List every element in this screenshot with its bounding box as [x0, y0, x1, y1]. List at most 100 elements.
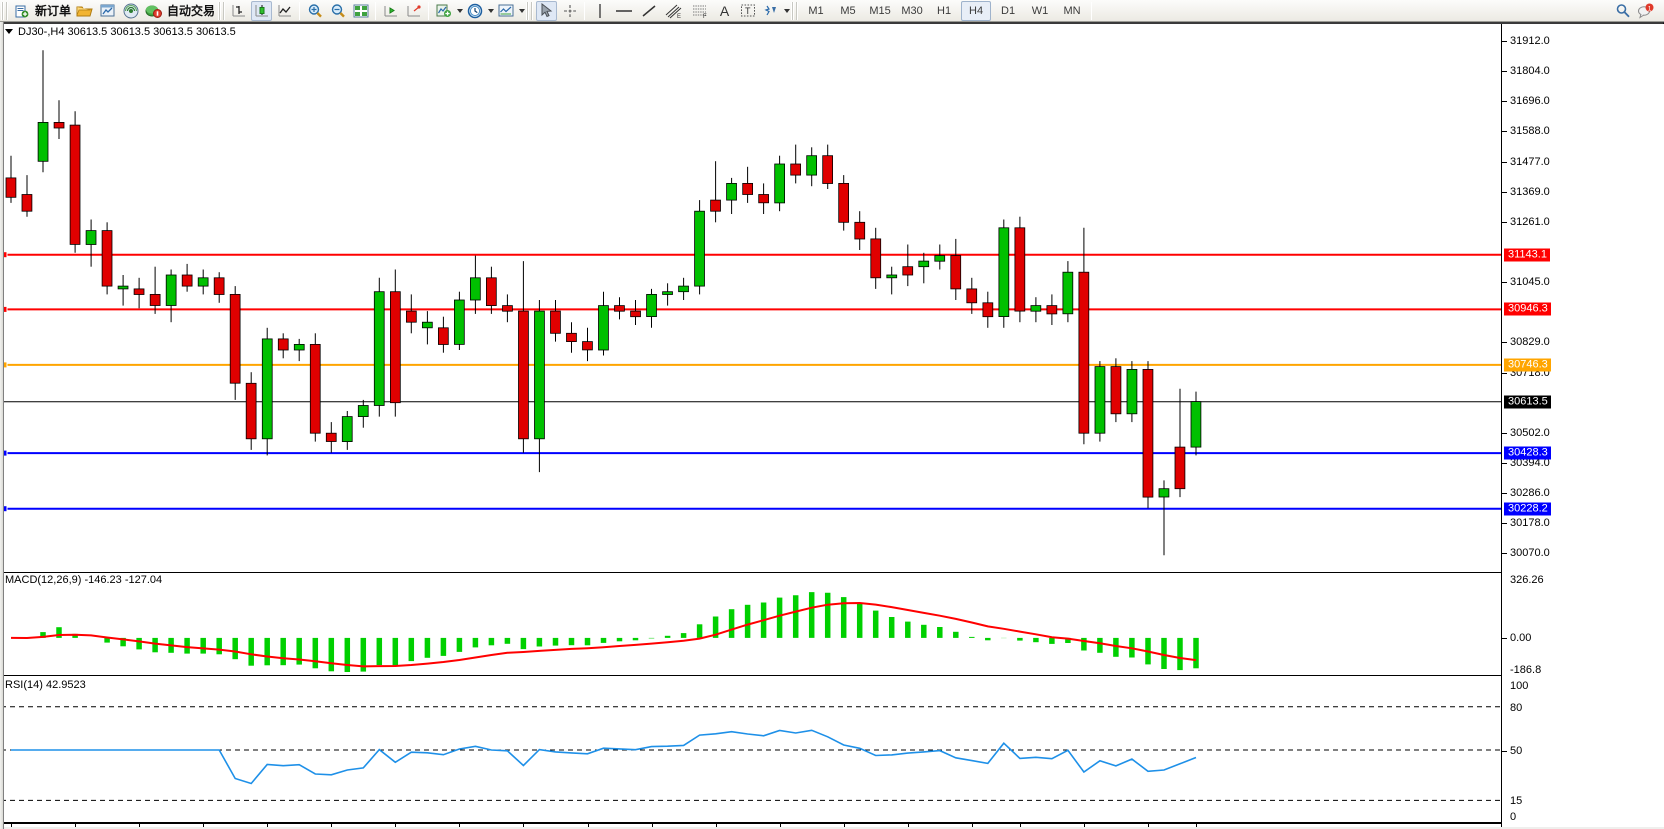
svg-text:E: E [677, 14, 681, 19]
timeframe-h4[interactable]: H4 [961, 0, 992, 21]
macd-tick-label: 326.26 [1510, 574, 1544, 586]
line-chart-icon[interactable] [274, 1, 295, 21]
price-level-badge[interactable]: 30428.3 [1504, 446, 1551, 460]
toolbar-grip[interactable] [1, 1, 8, 20]
period-dropdown-icon[interactable] [488, 8, 495, 13]
price-tick-label: 31261.0 [1510, 216, 1550, 228]
add-indicator-dropdown-icon[interactable] [457, 8, 464, 13]
status-strip [0, 827, 1664, 829]
macd-pane[interactable]: MACD(12,26,9) -146.23 -127.04 [1, 572, 1501, 676]
price-tick-label: 31369.0 [1510, 186, 1550, 198]
text-label-icon[interactable]: T [737, 1, 758, 21]
price-tick-label: 31804.0 [1510, 65, 1550, 78]
grid-icon[interactable] [350, 1, 371, 21]
price-tick-label: 30829.0 [1510, 335, 1550, 348]
price-level-badge[interactable]: 30613.5 [1504, 395, 1551, 409]
new-order-icon[interactable] [11, 1, 32, 21]
autotrade-label[interactable]: 自动交易 [167, 4, 216, 18]
price-tick-label: 31912.0 [1510, 35, 1550, 48]
toolbar-separator [299, 1, 301, 20]
timeframe-m30[interactable]: M30 [901, 4, 923, 17]
trendline-icon[interactable] [638, 1, 660, 21]
alerts-icon[interactable]: 1 [1635, 1, 1657, 21]
rsi-tick-label: 0 [1510, 811, 1517, 823]
cursor-icon[interactable] [536, 0, 558, 21]
shift-icon[interactable] [380, 1, 401, 21]
new-order-label[interactable]: 新订单 [35, 4, 72, 18]
timeframe-d1[interactable]: D1 [1001, 4, 1016, 17]
main-toolbar: 新订单 自动交易 [0, 0, 1664, 22]
timeframe-h1[interactable]: H1 [937, 4, 952, 17]
candlestick-icon[interactable] [251, 0, 273, 21]
symbol-ohlc-label: DJ30-,H4 30613.5 30613.5 30613.5 30613.5 [18, 25, 236, 38]
price-tick-label: 31588.0 [1510, 125, 1550, 138]
timeframe-m15[interactable]: M15 [869, 4, 891, 17]
chart-symbol-header: DJ30-,H4 30613.5 30613.5 30613.5 30613.5 [1, 24, 236, 39]
rsi-title: RSI(14) 42.9523 [5, 679, 86, 691]
toolbar-grip-2[interactable] [218, 1, 226, 20]
add-indicator-icon[interactable] [433, 1, 454, 21]
toolbar-separator-4 [584, 1, 586, 20]
price-level-badge[interactable]: 30746.3 [1504, 358, 1551, 372]
price-pane[interactable] [1, 26, 1501, 570]
objects-dropdown-icon[interactable] [784, 8, 791, 13]
price-tick-label: 31477.0 [1510, 156, 1550, 169]
toolbar-separator-3 [428, 1, 430, 20]
templates-dropdown-icon[interactable] [519, 8, 526, 13]
rsi-pane[interactable]: RSI(14) 42.9523 [1, 678, 1501, 823]
rsi-tick-label: 50 [1510, 745, 1523, 757]
toolbar-grip-4[interactable] [791, 1, 799, 20]
left-rail[interactable] [0, 22, 4, 829]
data-window-icon[interactable] [97, 1, 118, 21]
zoom-in-icon[interactable] [304, 1, 325, 21]
toolbar-separator-5 [1091, 1, 1093, 20]
equidistant-channel-icon[interactable]: E [662, 1, 686, 21]
timeframe-m1[interactable]: M1 [808, 4, 824, 17]
price-tick-label: 30178.0 [1510, 516, 1550, 529]
zoom-out-icon[interactable] [327, 1, 348, 21]
svg-text:1: 1 [1648, 5, 1652, 12]
price-axis[interactable]: 31912.0 31804.0 31696.0 31588.0 31477.0 31369… [1501, 24, 1664, 829]
timeframe-w1[interactable]: W1 [1031, 4, 1049, 17]
candlestick-chart [1, 50, 1501, 556]
price-level-badge[interactable]: 31143.1 [1504, 248, 1550, 262]
toolbar-separator-2 [375, 1, 377, 20]
timeframe-m5[interactable]: M5 [840, 4, 856, 17]
macd-title: MACD(12,26,9) -146.23 -127.04 [5, 574, 163, 586]
crosshair-icon[interactable] [559, 1, 580, 21]
objects-icon[interactable] [760, 1, 781, 21]
toolbar-right-group: 1 [1611, 1, 1664, 21]
price-level-badge[interactable]: 30228.2 [1504, 502, 1551, 516]
text-icon[interactable]: A [719, 2, 730, 19]
rsi-tick-label: 15 [1510, 795, 1523, 808]
hline-icon[interactable] [612, 1, 636, 21]
chart-menu-icon[interactable] [5, 29, 13, 34]
period-icon[interactable] [464, 1, 485, 21]
macd-tick-label: -186.8 [1510, 664, 1542, 676]
vline-icon[interactable] [589, 1, 610, 21]
autotrade-icon[interactable] [143, 1, 164, 21]
timeframe-mn[interactable]: MN [1063, 4, 1081, 17]
fibonacci-icon[interactable]: F [688, 1, 712, 21]
folder-icon[interactable] [74, 1, 95, 21]
bar-chart-icon[interactable] [228, 1, 249, 21]
search-icon[interactable] [1612, 1, 1633, 21]
price-level-badge[interactable]: 30946.3 [1504, 302, 1551, 316]
svg-text:T: T [745, 6, 751, 16]
price-tick-label: 30070.0 [1510, 546, 1550, 559]
time-axis[interactable]: 28 Jun 202228 Jun 16:0029 Jun 08:0030 Ju… [1, 823, 1501, 829]
price-tick-label: 31696.0 [1510, 95, 1550, 108]
templates-icon[interactable] [495, 1, 516, 21]
chart-window[interactable]: DJ30-,H4 30613.5 30613.5 30613.5 30613.5… [0, 22, 1664, 829]
macd-tick-label: 0.00 [1510, 631, 1532, 644]
price-tick-label: 31045.0 [1510, 276, 1550, 288]
rsi-chart [1, 706, 1501, 801]
autoscroll-icon[interactable] [403, 1, 424, 21]
svg-text:F: F [703, 14, 707, 19]
toolbar-grip-3[interactable] [526, 1, 534, 20]
signal-icon[interactable] [120, 1, 141, 21]
price-tick-label: 30502.0 [1510, 426, 1550, 439]
rsi-tick-label: 100 [1510, 680, 1529, 692]
rsi-tick-label: 80 [1510, 701, 1523, 714]
